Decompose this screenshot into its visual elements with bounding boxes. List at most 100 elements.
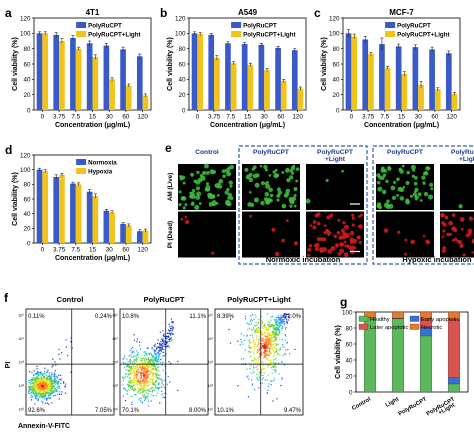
flow-event bbox=[131, 379, 134, 381]
flow-event bbox=[144, 362, 146, 364]
cell bbox=[396, 193, 400, 197]
flow-event bbox=[145, 380, 147, 382]
flow-event bbox=[258, 330, 260, 332]
flow-event bbox=[43, 373, 45, 375]
flow-event bbox=[135, 371, 137, 374]
flow-x-label: Annexin-V-FITC bbox=[18, 423, 70, 430]
flow-event bbox=[260, 361, 263, 363]
flow-event bbox=[149, 381, 152, 383]
cell bbox=[316, 236, 321, 242]
flow-event bbox=[260, 331, 263, 334]
flow-event bbox=[267, 354, 269, 356]
flow-event bbox=[147, 358, 150, 361]
flow-event bbox=[284, 328, 287, 330]
flow-event bbox=[266, 334, 269, 337]
flow-event bbox=[262, 351, 264, 353]
flow-event bbox=[145, 381, 147, 383]
flow-event bbox=[50, 383, 52, 385]
flow-event bbox=[148, 405, 150, 407]
flow-event bbox=[152, 365, 154, 367]
flow-event bbox=[254, 362, 257, 364]
flow-event bbox=[126, 390, 128, 392]
cell bbox=[377, 186, 383, 192]
flow-event bbox=[270, 337, 272, 339]
flow-event bbox=[143, 361, 146, 363]
flow-event bbox=[282, 343, 284, 346]
flow-event bbox=[37, 387, 39, 389]
flow-event bbox=[263, 332, 266, 335]
flow-event bbox=[251, 320, 254, 322]
cell bbox=[458, 204, 463, 209]
flow-event bbox=[41, 380, 44, 382]
flow-event bbox=[144, 352, 147, 354]
flow-event bbox=[273, 366, 275, 369]
cell bbox=[405, 180, 410, 186]
flow-event bbox=[267, 365, 269, 367]
flow-event bbox=[44, 383, 46, 385]
flow-event bbox=[254, 314, 256, 316]
flow-event bbox=[70, 371, 72, 373]
flow-event bbox=[283, 346, 285, 349]
flow-event bbox=[134, 377, 136, 379]
flow-event bbox=[273, 354, 275, 356]
flow-event bbox=[243, 339, 246, 342]
flow-event bbox=[267, 333, 269, 335]
cell bbox=[421, 175, 426, 180]
flow-event bbox=[43, 382, 46, 384]
flow-event bbox=[265, 357, 267, 359]
flow-event bbox=[131, 386, 133, 388]
flow-event bbox=[136, 383, 139, 385]
flow-event bbox=[264, 353, 266, 355]
flow-event bbox=[139, 364, 141, 366]
flow-event bbox=[51, 392, 53, 394]
flow-event bbox=[136, 367, 138, 369]
flow-event bbox=[264, 342, 266, 344]
flow-event bbox=[147, 376, 149, 378]
flow-event bbox=[148, 353, 150, 355]
flow-title: PolyRuCPT+Light bbox=[227, 295, 291, 304]
flow-event bbox=[55, 394, 57, 396]
flow-event bbox=[57, 383, 59, 385]
flow-event bbox=[264, 351, 266, 353]
cell bbox=[276, 187, 281, 192]
flow-event bbox=[44, 397, 46, 400]
flow-event bbox=[37, 373, 40, 376]
flow-event bbox=[271, 325, 273, 327]
flow-event bbox=[257, 345, 259, 347]
flow-event bbox=[282, 316, 284, 318]
cell bbox=[222, 174, 226, 178]
flow-event bbox=[153, 356, 155, 358]
flow-event bbox=[272, 344, 274, 346]
cell bbox=[410, 239, 416, 245]
flow-event bbox=[37, 388, 39, 390]
flow-event bbox=[281, 378, 283, 380]
flow-event bbox=[155, 368, 157, 370]
flow-event bbox=[279, 338, 281, 340]
flow-event bbox=[148, 374, 150, 376]
flow-event bbox=[133, 384, 135, 387]
flow-event bbox=[250, 319, 252, 322]
flow-event bbox=[158, 387, 161, 389]
cell bbox=[293, 186, 298, 192]
flow-event bbox=[133, 371, 135, 374]
flow-event bbox=[255, 339, 257, 341]
flow-event bbox=[133, 388, 135, 391]
flow-event bbox=[266, 347, 268, 349]
cell bbox=[430, 187, 434, 191]
cell bbox=[195, 180, 201, 185]
flow-event bbox=[44, 384, 47, 386]
flow-event bbox=[44, 391, 46, 394]
cell bbox=[342, 221, 346, 225]
flow-event bbox=[136, 373, 138, 375]
flow-event bbox=[149, 358, 151, 361]
flow-event bbox=[268, 334, 271, 336]
flow-event bbox=[42, 384, 44, 387]
flow-event bbox=[35, 383, 37, 385]
flow-event bbox=[144, 373, 146, 375]
flow-event bbox=[168, 335, 170, 337]
flow-event bbox=[275, 357, 277, 360]
flow-event bbox=[48, 389, 50, 391]
flow-event bbox=[281, 320, 283, 322]
